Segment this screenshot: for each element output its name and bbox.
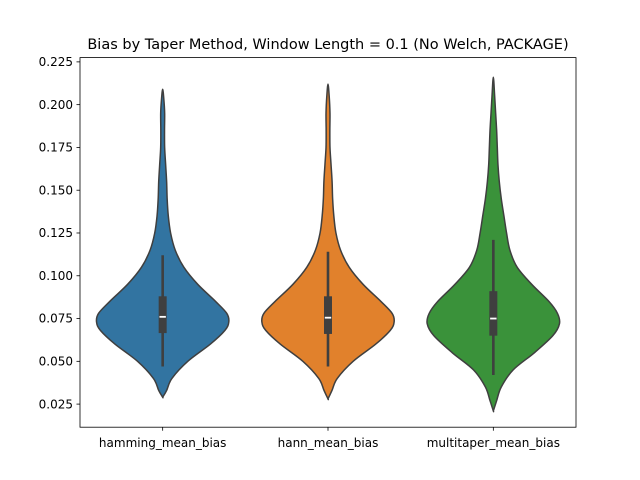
y-tick-label: 0.100 <box>39 269 73 283</box>
violin-iqr-box <box>324 296 332 334</box>
violins-layer <box>95 76 561 413</box>
y-tick-label: 0.025 <box>39 397 73 411</box>
violin-multitaper_mean_bias <box>426 76 561 413</box>
y-tick-label: 0.050 <box>39 355 73 369</box>
y-tick-label: 0.150 <box>39 183 73 197</box>
x-tick-label: hann_mean_bias <box>278 436 379 450</box>
y-tick-label: 0.125 <box>39 226 73 240</box>
x-tick-label: multitaper_mean_bias <box>427 436 560 450</box>
violin-body <box>95 88 230 399</box>
y-axis: 0.025 0.050 0.075 0.100 0.125 0.150 0.175 0.200… <box>39 55 80 411</box>
violin-iqr-box <box>489 291 498 336</box>
violin-body <box>260 83 396 401</box>
x-axis: hamming_mean_bias hann_mean_bias multitape… <box>99 427 560 450</box>
violin-hann_mean_bias <box>260 83 396 401</box>
x-tick-label: hamming_mean_bias <box>99 436 226 450</box>
y-tick-label: 0.075 <box>39 312 73 326</box>
y-tick-label: 0.175 <box>39 141 73 155</box>
y-tick-label: 0.200 <box>39 98 73 112</box>
violin-iqr-box <box>158 296 167 334</box>
violin-hamming_mean_bias <box>95 88 230 399</box>
chart-title: Bias by Taper Method, Window Length = 0.… <box>87 37 568 53</box>
y-tick-label: 0.225 <box>39 55 73 69</box>
